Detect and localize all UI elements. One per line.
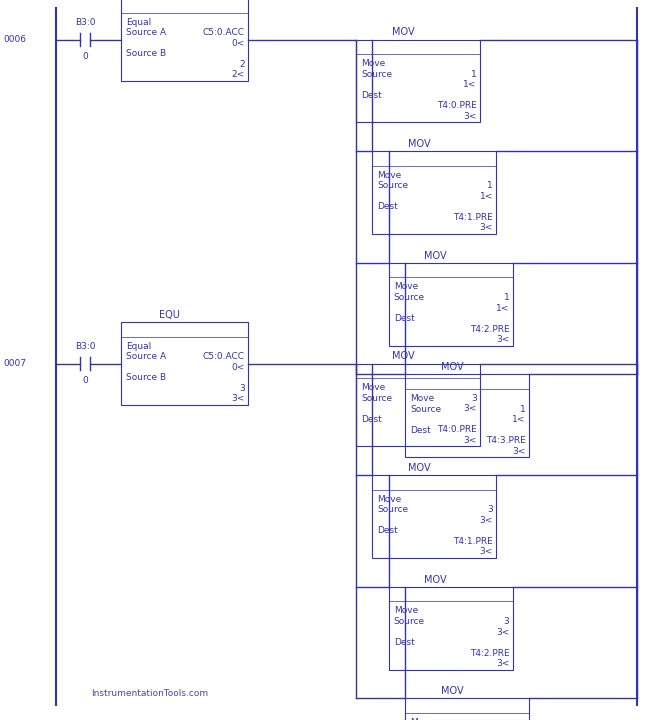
Text: T4:1.PRE: T4:1.PRE [453, 213, 493, 222]
Bar [405, 698, 529, 720]
Text: T4:2.PRE: T4:2.PRE [470, 649, 509, 657]
Text: MOV: MOV [424, 251, 447, 261]
Text: 3<: 3< [480, 223, 493, 233]
Text: Dest: Dest [377, 202, 398, 212]
Text: T4:0.PRE: T4:0.PRE [437, 102, 477, 110]
Text: 3: 3 [239, 384, 245, 393]
Bar [121, 0, 248, 81]
Text: T4:3.PRE: T4:3.PRE [486, 436, 526, 445]
Text: Source: Source [394, 293, 425, 302]
Text: 1<: 1< [513, 415, 526, 424]
Text: 2<: 2< [232, 71, 245, 79]
Text: Move: Move [410, 394, 434, 403]
Text: Dest: Dest [394, 314, 415, 323]
Bar [356, 364, 480, 446]
Text: EQU: EQU [159, 310, 180, 320]
Text: T4:1.PRE: T4:1.PRE [453, 537, 493, 546]
Text: Move: Move [394, 606, 418, 616]
Text: 3<: 3< [232, 395, 245, 403]
Text: 1: 1 [487, 181, 493, 190]
Text: 3<: 3< [496, 628, 509, 636]
Text: B3:0: B3:0 [74, 343, 95, 351]
Text: 0<: 0< [232, 363, 245, 372]
Text: 1: 1 [471, 70, 477, 78]
Bar [389, 263, 513, 346]
Text: MOV: MOV [441, 686, 464, 696]
Text: Dest: Dest [377, 526, 398, 536]
Text: 3<: 3< [496, 659, 509, 668]
Text: 3: 3 [487, 505, 493, 514]
Text: Dest: Dest [361, 415, 382, 424]
Text: 3: 3 [503, 617, 509, 626]
Text: Source A: Source A [126, 352, 166, 361]
Text: Move: Move [394, 282, 418, 292]
Bar [121, 323, 248, 405]
Text: 3<: 3< [496, 335, 509, 344]
Text: B3:0: B3:0 [74, 18, 95, 27]
Text: Source B: Source B [126, 50, 166, 58]
Text: 3<: 3< [464, 405, 477, 413]
Bar [372, 475, 496, 558]
Text: Dest: Dest [361, 91, 382, 100]
Text: Source A: Source A [126, 28, 166, 37]
Text: InstrumentationTools.com: InstrumentationTools.com [91, 690, 208, 698]
Text: MOV: MOV [441, 362, 464, 372]
Text: 1: 1 [503, 293, 509, 302]
Text: C5:0.ACC: C5:0.ACC [203, 352, 245, 361]
Text: 1<: 1< [480, 192, 493, 201]
Text: 1: 1 [520, 405, 526, 413]
Text: MOV: MOV [392, 351, 415, 361]
Text: T4:2.PRE: T4:2.PRE [470, 325, 509, 333]
Text: Move: Move [410, 718, 434, 720]
Bar [405, 374, 529, 457]
Text: Source: Source [410, 405, 441, 413]
Text: 1<: 1< [496, 304, 509, 312]
Text: 0: 0 [82, 52, 88, 61]
Text: 3<: 3< [480, 516, 493, 525]
Text: Equal: Equal [126, 342, 151, 351]
Text: MOV: MOV [392, 27, 415, 37]
Bar [389, 587, 513, 670]
Text: 0006: 0006 [3, 35, 26, 44]
Text: Move: Move [377, 495, 402, 504]
Text: MOV: MOV [408, 139, 431, 149]
Text: 3<: 3< [513, 446, 526, 456]
Text: Equal: Equal [126, 18, 151, 27]
Text: 1<: 1< [464, 81, 477, 89]
Text: Source: Source [377, 181, 409, 190]
Text: 3: 3 [471, 394, 477, 402]
Text: 3<: 3< [464, 436, 477, 445]
Text: Move: Move [377, 171, 402, 180]
Text: Source: Source [377, 505, 409, 514]
Text: T4:0.PRE: T4:0.PRE [437, 426, 477, 434]
Text: Source B: Source B [126, 374, 166, 382]
Bar [356, 40, 480, 122]
Text: MOV: MOV [408, 463, 431, 473]
Text: 2: 2 [239, 60, 245, 69]
Text: Move: Move [361, 59, 385, 68]
Text: C5:0.ACC: C5:0.ACC [203, 28, 245, 37]
Text: Source: Source [361, 70, 392, 78]
Text: Move: Move [361, 383, 385, 392]
Text: Source: Source [361, 394, 392, 402]
Text: 0<: 0< [232, 39, 245, 48]
Bar [372, 151, 496, 234]
Text: Dest: Dest [394, 638, 415, 647]
Text: 0007: 0007 [3, 359, 26, 368]
Text: 3<: 3< [480, 547, 493, 557]
Text: Source: Source [394, 617, 425, 626]
Text: Dest: Dest [410, 426, 431, 435]
Text: 3<: 3< [464, 112, 477, 121]
Text: 0: 0 [82, 376, 88, 384]
Text: MOV: MOV [424, 575, 447, 585]
